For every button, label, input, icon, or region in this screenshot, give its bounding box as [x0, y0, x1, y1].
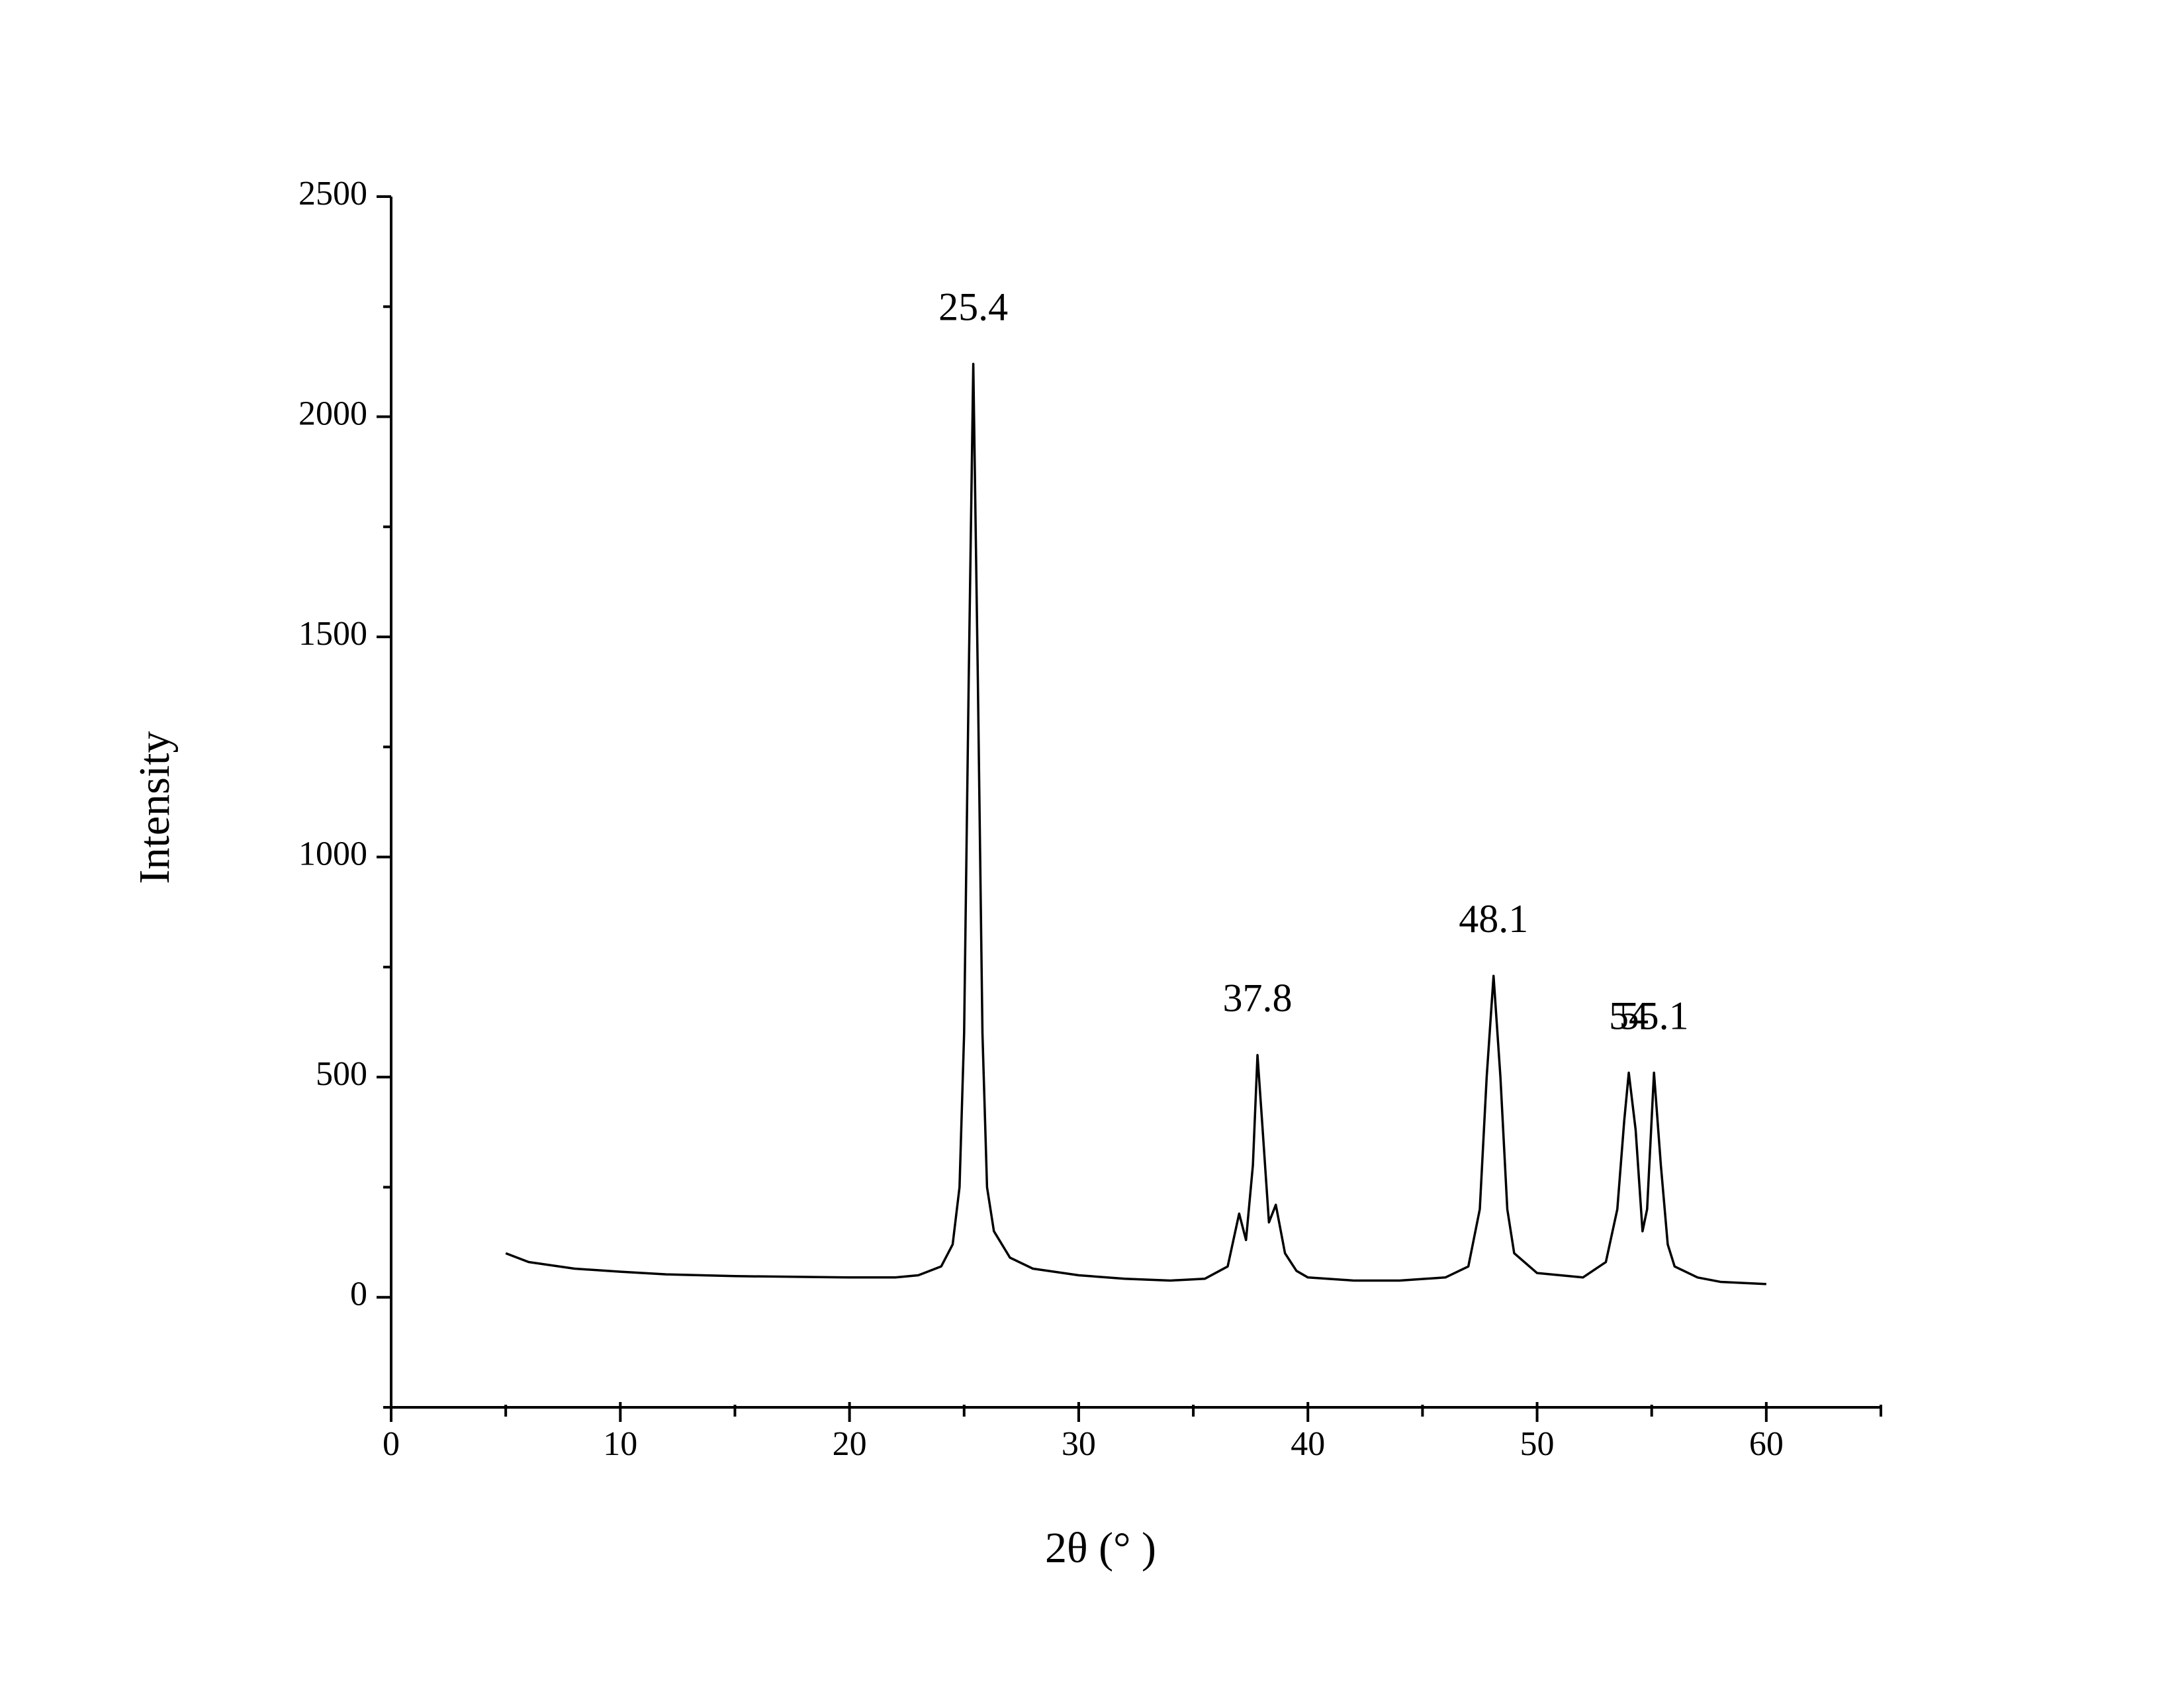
y-tick-label: 500 [316, 1055, 367, 1093]
peak-label: 54 [1609, 994, 1649, 1037]
x-tick-label: 60 [1749, 1425, 1784, 1463]
peak-label: 25.4 [938, 285, 1008, 329]
x-tick-label: 50 [1520, 1425, 1555, 1463]
data-line [505, 362, 1766, 1286]
peak-label: 48.1 [1459, 897, 1528, 941]
peak-label: 37.8 [1223, 976, 1293, 1020]
peak-label: 55.1 [1619, 994, 1689, 1037]
y-tick-label: 2500 [298, 175, 367, 212]
x-axis-title: 2θ (° ) [1045, 1524, 1156, 1572]
x-tick-label: 20 [833, 1425, 867, 1463]
y-tick-label: 0 [350, 1276, 367, 1313]
x-tick-label: 10 [603, 1425, 637, 1463]
x-tick-label: 0 [383, 1425, 400, 1463]
y-axis-title: Intensity [130, 731, 179, 884]
y-tick-label: 1000 [298, 835, 367, 873]
x-tick-label: 40 [1291, 1425, 1325, 1463]
y-tick-label: 1500 [298, 615, 367, 653]
x-tick-label: 30 [1062, 1425, 1096, 1463]
y-tick-label: 2000 [298, 395, 367, 432]
